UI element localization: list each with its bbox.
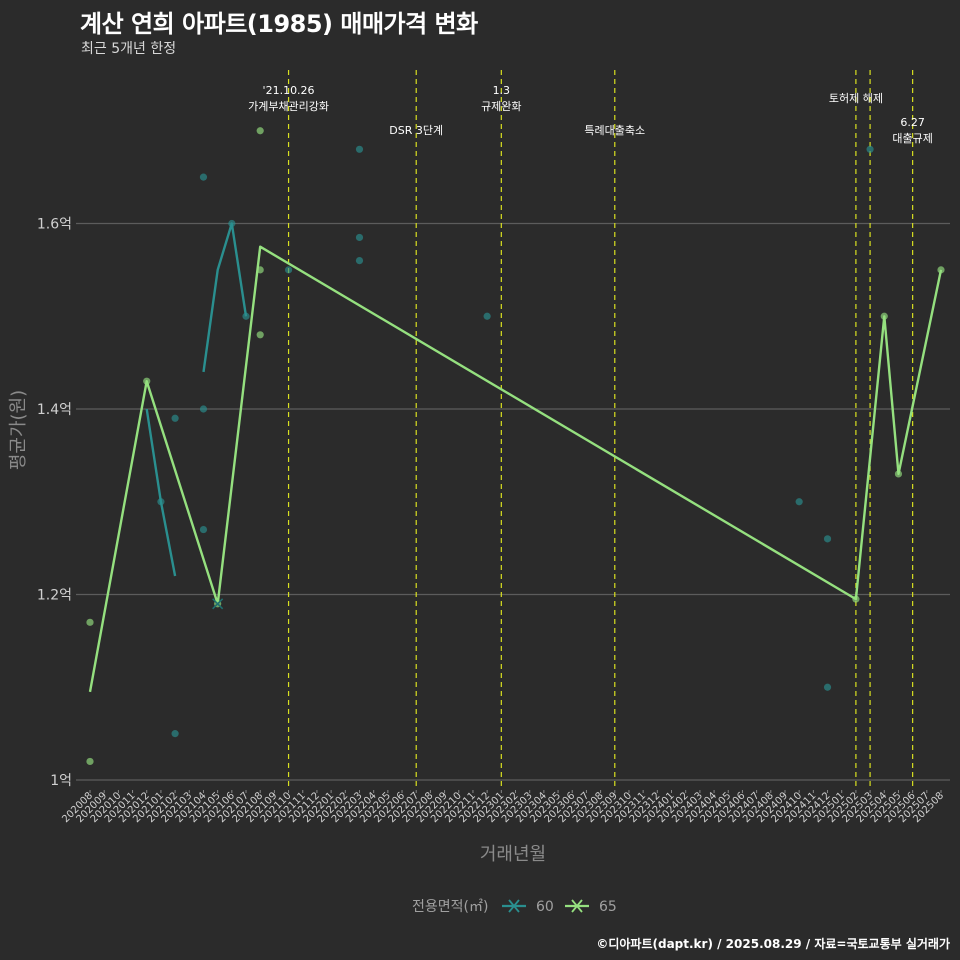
legend-label: 60 (536, 899, 554, 915)
series-line (145, 408, 177, 577)
event-label: 토허제 해제 (829, 91, 883, 105)
event-label: DSR 3단계 (389, 124, 443, 137)
series-line (88, 245, 943, 693)
data-point (355, 145, 364, 153)
data-point (199, 173, 208, 181)
legend-swatch-cross (508, 899, 520, 913)
data-point (795, 498, 803, 506)
data-point (171, 730, 179, 738)
data-point (86, 757, 94, 766)
data-point (937, 266, 945, 274)
event-label: 규제완화 (481, 100, 521, 113)
y-tick-label: 1.6억 (37, 217, 72, 233)
series-line (202, 222, 248, 373)
event-label: 대출규제 (892, 132, 932, 145)
chart-title: 계산 연희 아파트(1985) 매매가격 변화 (80, 10, 478, 38)
overlap-marker (212, 598, 224, 610)
data-point (483, 312, 491, 320)
chart-subtitle: 최근 5개년 한정 (81, 41, 177, 57)
y-axis-label: 평균가(원) (8, 390, 29, 470)
event-label: 6.27 (900, 116, 925, 129)
legend-title: 전용면적(㎡) (412, 899, 488, 915)
data-point (355, 257, 364, 265)
event-label: 특례대출축소 (584, 124, 645, 137)
y-tick-label: 1.4억 (37, 402, 72, 418)
data-point (256, 331, 264, 339)
data-point (284, 266, 293, 274)
source-caption: ©디아파트(dapt.kr) / 2025.08.29 / 자료=국토교통부 실… (596, 937, 950, 951)
event-label: 1.3 (493, 84, 511, 97)
data-point (823, 535, 832, 543)
y-tick-label: 1.2억 (37, 588, 72, 604)
data-point (866, 145, 874, 153)
data-point (86, 618, 94, 626)
legend-swatch-cross (571, 899, 583, 913)
data-point (199, 405, 208, 413)
data-point (199, 525, 208, 534)
data-point (171, 414, 179, 422)
event-label: 가계부채관리강화 (248, 100, 329, 113)
event-label: '21.10.26 (263, 84, 315, 97)
data-point (823, 683, 832, 691)
data-point (355, 233, 364, 242)
x-axis-label: 거래년월 (480, 844, 546, 865)
y-tick-label: 1억 (50, 773, 72, 789)
legend-label: 65 (599, 899, 617, 915)
data-point (256, 127, 264, 135)
